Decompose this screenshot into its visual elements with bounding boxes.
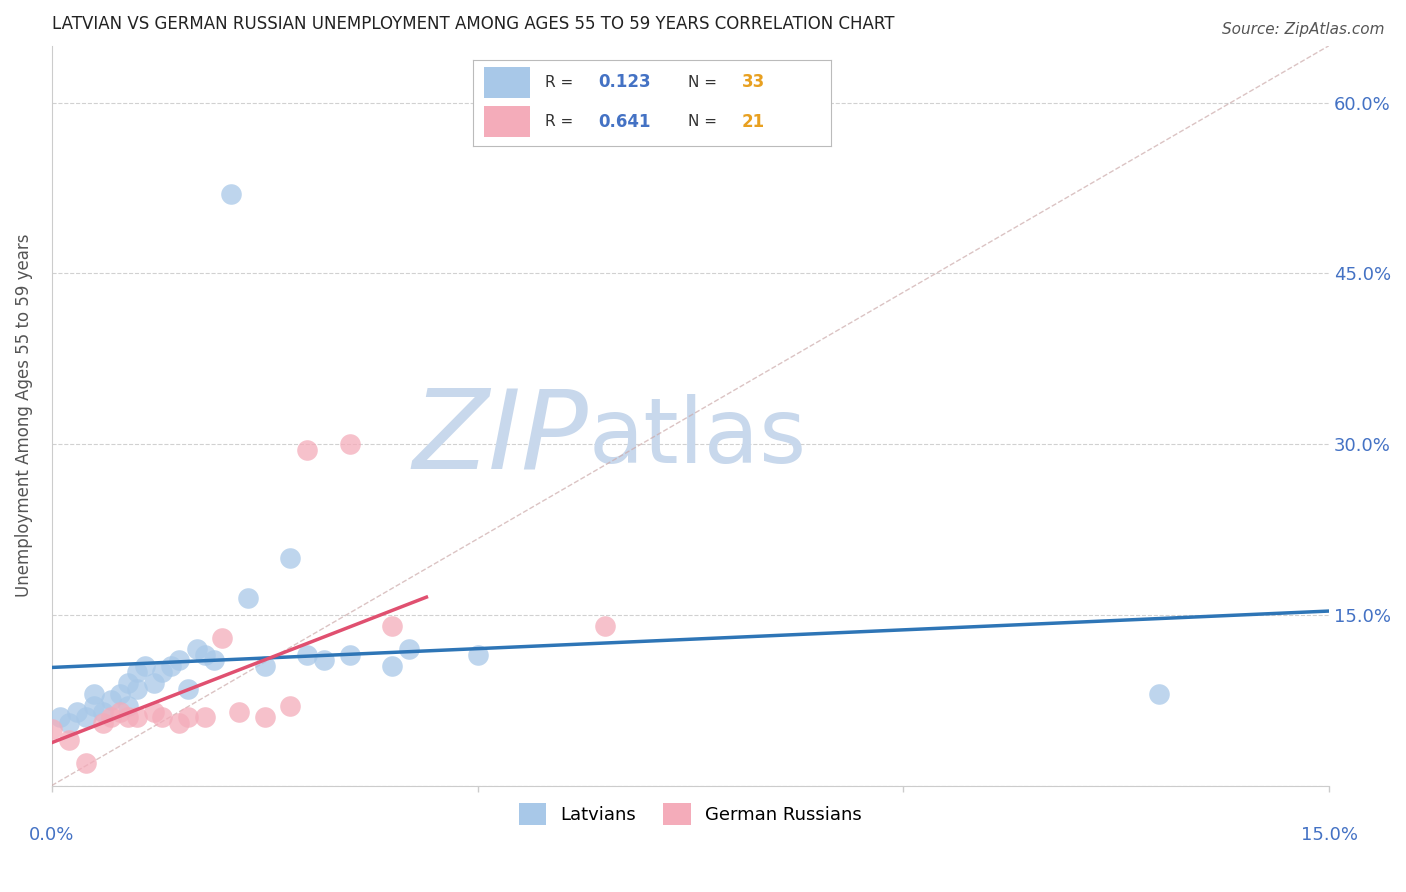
Legend: Latvians, German Russians: Latvians, German Russians	[512, 796, 869, 832]
Point	[314, 653, 336, 667]
Point	[381, 659, 404, 673]
Point	[467, 648, 489, 662]
Point	[381, 619, 404, 633]
Point	[41, 722, 63, 736]
Point	[295, 648, 318, 662]
Point	[58, 733, 80, 747]
Point	[398, 642, 420, 657]
Point	[108, 705, 131, 719]
Point	[253, 710, 276, 724]
Point	[186, 642, 208, 657]
Point	[295, 442, 318, 457]
Point	[49, 710, 72, 724]
Point	[152, 710, 174, 724]
Point	[125, 681, 148, 696]
Point	[278, 550, 301, 565]
Point	[593, 619, 616, 633]
Point	[66, 705, 89, 719]
Point	[219, 186, 242, 201]
Point	[75, 756, 97, 770]
Point	[160, 659, 183, 673]
Point	[177, 710, 200, 724]
Point	[236, 591, 259, 605]
Point	[169, 653, 191, 667]
Text: ZIP: ZIP	[412, 384, 588, 491]
Point	[339, 648, 361, 662]
Point	[117, 676, 139, 690]
Text: Source: ZipAtlas.com: Source: ZipAtlas.com	[1222, 22, 1385, 37]
Point	[108, 688, 131, 702]
Point	[211, 631, 233, 645]
Point	[253, 659, 276, 673]
Point	[152, 665, 174, 679]
Point	[117, 698, 139, 713]
Point	[278, 698, 301, 713]
Point	[91, 715, 114, 730]
Point	[83, 688, 105, 702]
Point	[117, 710, 139, 724]
Point	[100, 693, 122, 707]
Point	[339, 437, 361, 451]
Point	[142, 676, 165, 690]
Text: 0.0%: 0.0%	[30, 826, 75, 844]
Text: LATVIAN VS GERMAN RUSSIAN UNEMPLOYMENT AMONG AGES 55 TO 59 YEARS CORRELATION CHA: LATVIAN VS GERMAN RUSSIAN UNEMPLOYMENT A…	[52, 15, 894, 33]
Point	[1147, 688, 1170, 702]
Text: atlas: atlas	[588, 393, 806, 482]
Point	[125, 665, 148, 679]
Point	[194, 648, 217, 662]
Point	[194, 710, 217, 724]
Point	[202, 653, 225, 667]
Point	[83, 698, 105, 713]
Text: 15.0%: 15.0%	[1301, 826, 1358, 844]
Point	[134, 659, 156, 673]
Point	[169, 715, 191, 730]
Point	[177, 681, 200, 696]
Point	[58, 715, 80, 730]
Y-axis label: Unemployment Among Ages 55 to 59 years: Unemployment Among Ages 55 to 59 years	[15, 234, 32, 598]
Point	[91, 705, 114, 719]
Point	[100, 710, 122, 724]
Point	[228, 705, 250, 719]
Point	[142, 705, 165, 719]
Point	[125, 710, 148, 724]
Point	[75, 710, 97, 724]
